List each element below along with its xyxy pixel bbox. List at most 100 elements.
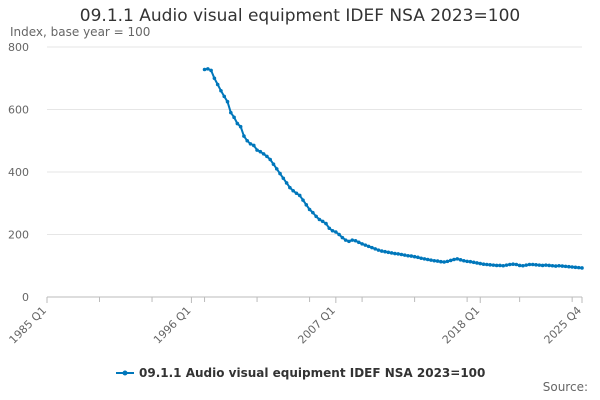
data-point[interactable] xyxy=(360,242,364,246)
data-point[interactable] xyxy=(448,258,453,263)
data-point[interactable] xyxy=(534,263,538,267)
data-point[interactable] xyxy=(297,193,302,198)
data-point[interactable] xyxy=(517,263,522,268)
data-point[interactable] xyxy=(242,134,246,138)
data-point[interactable] xyxy=(553,264,558,268)
data-point[interactable] xyxy=(396,252,400,256)
data-point[interactable] xyxy=(550,263,555,268)
data-point[interactable] xyxy=(307,207,312,212)
data-point[interactable] xyxy=(261,152,266,156)
data-point[interactable] xyxy=(521,263,525,268)
data-point[interactable] xyxy=(494,263,499,268)
data-point[interactable] xyxy=(511,262,515,266)
data-point[interactable] xyxy=(563,264,568,269)
data-point[interactable] xyxy=(343,238,348,242)
data-point[interactable] xyxy=(412,254,417,259)
data-point[interactable] xyxy=(422,257,427,261)
data-point[interactable] xyxy=(291,188,295,193)
data-point[interactable] xyxy=(353,238,358,243)
data-point[interactable] xyxy=(386,250,391,255)
data-point[interactable] xyxy=(327,226,332,231)
data-point[interactable] xyxy=(202,67,207,72)
data-point[interactable] xyxy=(255,148,259,152)
data-point[interactable] xyxy=(278,171,282,176)
data-point[interactable] xyxy=(304,203,309,207)
data-point[interactable] xyxy=(258,149,263,154)
data-point[interactable] xyxy=(268,157,272,162)
source-link[interactable]: Source: xyxy=(542,380,588,394)
data-point[interactable] xyxy=(209,68,213,73)
data-point[interactable] xyxy=(537,263,542,267)
data-point[interactable] xyxy=(284,181,289,185)
data-point[interactable] xyxy=(373,247,378,251)
data-point[interactable] xyxy=(567,264,571,269)
data-point[interactable] xyxy=(215,82,220,87)
data-point[interactable] xyxy=(232,115,236,120)
data-point[interactable] xyxy=(481,262,486,266)
data-point[interactable] xyxy=(435,259,440,263)
data-point[interactable] xyxy=(468,259,473,264)
data-point[interactable] xyxy=(471,260,476,265)
data-point[interactable] xyxy=(311,210,315,215)
data-point[interactable] xyxy=(406,253,410,258)
data-point[interactable] xyxy=(452,257,456,262)
data-point[interactable] xyxy=(527,262,532,267)
data-point[interactable] xyxy=(376,248,381,252)
data-point[interactable] xyxy=(317,217,322,222)
data-point[interactable] xyxy=(504,263,509,267)
data-point[interactable] xyxy=(475,261,479,265)
data-point[interactable] xyxy=(573,265,578,270)
data-point[interactable] xyxy=(379,249,384,253)
data-point[interactable] xyxy=(370,245,374,250)
data-point[interactable] xyxy=(350,238,355,242)
data-point[interactable] xyxy=(271,162,276,166)
data-point[interactable] xyxy=(507,262,512,267)
data-point[interactable] xyxy=(357,240,361,245)
data-point[interactable] xyxy=(301,198,305,202)
data-point[interactable] xyxy=(330,228,335,233)
data-point[interactable] xyxy=(462,258,466,263)
data-point[interactable] xyxy=(540,263,545,268)
data-point[interactable] xyxy=(389,251,394,255)
data-point[interactable] xyxy=(498,263,502,268)
data-point[interactable] xyxy=(425,257,430,262)
data-point[interactable] xyxy=(274,167,279,171)
data-point[interactable] xyxy=(245,138,250,143)
data-point[interactable] xyxy=(294,191,299,196)
data-point[interactable] xyxy=(265,154,269,159)
data-point[interactable] xyxy=(547,263,551,268)
data-point[interactable] xyxy=(225,99,230,104)
data-point[interactable] xyxy=(229,110,233,115)
data-point[interactable] xyxy=(488,263,492,267)
data-point[interactable] xyxy=(514,262,519,267)
data-point[interactable] xyxy=(320,219,325,224)
data-point[interactable] xyxy=(251,143,256,148)
data-point[interactable] xyxy=(324,221,328,226)
data-point[interactable] xyxy=(570,265,574,269)
data-point[interactable] xyxy=(219,88,223,93)
data-point[interactable] xyxy=(465,259,469,264)
data-point[interactable] xyxy=(501,263,506,268)
data-point[interactable] xyxy=(363,243,368,247)
data-point[interactable] xyxy=(402,253,407,257)
data-point[interactable] xyxy=(235,121,240,126)
data-point[interactable] xyxy=(576,265,581,270)
data-point[interactable] xyxy=(557,263,561,268)
data-point[interactable] xyxy=(222,94,227,99)
data-point[interactable] xyxy=(544,263,548,267)
data-point[interactable] xyxy=(429,258,433,262)
data-point[interactable] xyxy=(485,262,489,267)
data-point[interactable] xyxy=(445,259,450,264)
data-point[interactable] xyxy=(334,230,338,234)
data-point[interactable] xyxy=(491,263,496,267)
data-point[interactable] xyxy=(340,235,345,240)
data-point[interactable] xyxy=(409,254,414,258)
data-point[interactable] xyxy=(206,67,210,71)
data-point[interactable] xyxy=(560,264,565,268)
data-point[interactable] xyxy=(366,244,371,249)
data-point[interactable] xyxy=(212,76,217,81)
data-point[interactable] xyxy=(478,261,483,266)
data-point[interactable] xyxy=(393,251,397,256)
data-point[interactable] xyxy=(439,259,443,264)
data-point[interactable] xyxy=(337,232,341,237)
